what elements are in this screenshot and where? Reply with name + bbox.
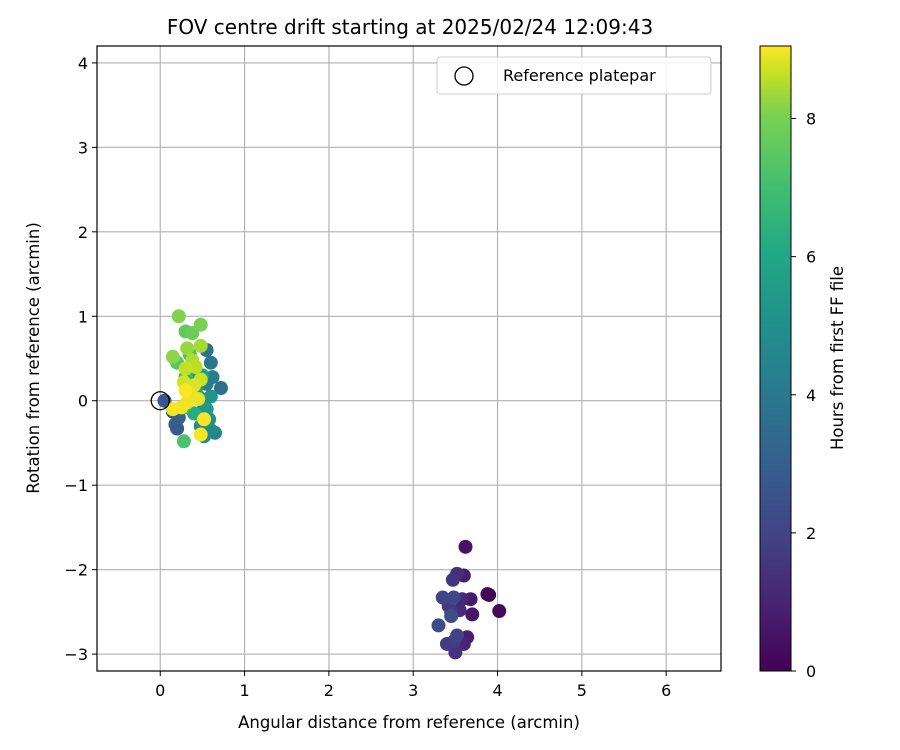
colorbar-ticks: 0 2 4 6 8 (791, 110, 816, 681)
y-tick-label: −3 (64, 645, 88, 664)
chart-title: FOV centre drift starting at 2025/02/24 … (167, 15, 653, 39)
data-point (191, 392, 206, 407)
data-point (492, 604, 507, 619)
data-point (165, 349, 180, 364)
data-point (186, 406, 201, 421)
data-point (444, 609, 459, 624)
data-point (203, 389, 218, 404)
plot-frame (96, 45, 722, 672)
x-tick-label: 5 (577, 681, 587, 700)
data-point (450, 628, 465, 643)
data-point (193, 427, 208, 442)
x-tick-label: 2 (324, 681, 334, 700)
y-axis-ticks: −3 −2 −1 0 1 2 3 4 (64, 54, 97, 664)
colorbar-tick-label: 8 (806, 110, 816, 129)
x-tick-label: 4 (492, 681, 502, 700)
reference-platepar-point (150, 391, 170, 411)
colorbar: 0 2 4 6 8 Hours from first FF file (759, 45, 847, 681)
y-tick-label: 2 (78, 223, 88, 242)
colorbar-label: Hours from first FF file (828, 266, 847, 450)
legend-label: Reference platepar (503, 66, 656, 85)
data-point (180, 341, 195, 356)
data-points (157, 309, 507, 660)
colorbar-frame (759, 45, 792, 672)
data-point (178, 383, 193, 398)
data-point (171, 309, 186, 324)
y-tick-label: 3 (78, 138, 88, 157)
data-point (465, 607, 480, 622)
data-point (445, 572, 460, 587)
data-point (165, 402, 180, 417)
colorbar-gradient (760, 46, 791, 671)
colorbar-tick-label: 0 (806, 662, 816, 681)
legend-marker-icon (454, 66, 474, 86)
x-tick-label: 6 (661, 681, 671, 700)
legend: Reference platepar (436, 56, 712, 95)
data-point (176, 434, 191, 449)
data-point (482, 587, 497, 602)
data-point (178, 361, 193, 376)
data-point (193, 317, 208, 332)
reference-marker (150, 391, 170, 411)
y-tick-label: 1 (78, 307, 88, 326)
y-tick-label: 0 (78, 392, 88, 411)
x-axis-label: Angular distance from reference (arcmin) (238, 713, 580, 732)
x-tick-label: 3 (408, 681, 418, 700)
colorbar-tick-label: 4 (806, 386, 816, 405)
colorbar-tick-label: 2 (806, 524, 816, 543)
x-axis-ticks: 0 1 2 3 4 5 6 (155, 671, 671, 700)
colorbar-tick-label: 6 (806, 248, 816, 267)
x-tick-label: 0 (155, 681, 165, 700)
y-tick-label: −2 (64, 561, 88, 580)
y-tick-label: −1 (64, 476, 88, 495)
y-tick-label: 4 (78, 54, 88, 73)
data-point (197, 412, 212, 427)
data-point (431, 618, 446, 633)
data-point (193, 338, 208, 353)
data-point (435, 590, 450, 605)
data-point (446, 590, 461, 605)
data-point (213, 381, 228, 396)
x-tick-label: 1 (239, 681, 249, 700)
data-point (458, 539, 473, 554)
data-point (203, 355, 218, 370)
legend-box (436, 56, 712, 95)
y-axis-label: Rotation from reference (arcmin) (24, 222, 43, 494)
